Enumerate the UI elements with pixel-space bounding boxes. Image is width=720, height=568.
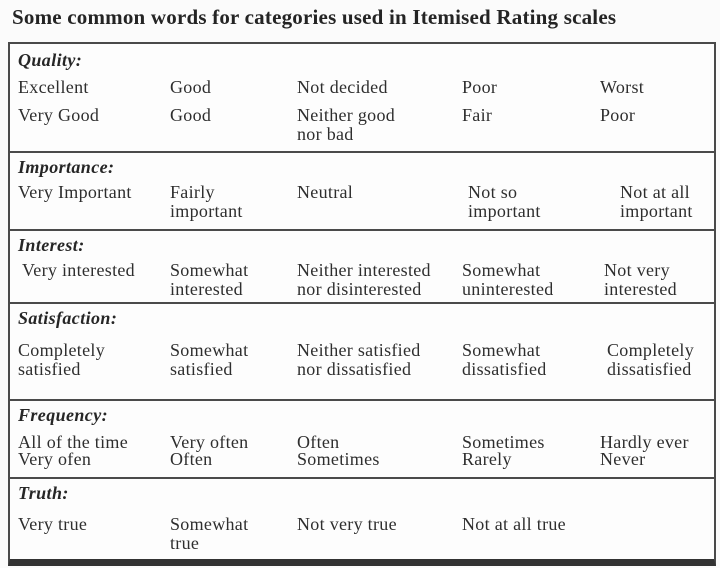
section-label-interest: Interest: (18, 235, 85, 255)
section-label-frequency: Frequency: (18, 405, 108, 425)
table-row: Excellent Good Not decided Poor Worst (18, 78, 710, 97)
scale-word-cell: Not at all true (462, 514, 566, 534)
scale-word-cell: Good (170, 77, 212, 97)
section-truth: Truth: Very true Somewhat true Not very … (10, 477, 714, 559)
scale-word-cell: Very Good (18, 105, 100, 125)
scale-word-cell: Rarely (462, 449, 512, 469)
page-title: Some common words for categories used in… (12, 5, 617, 29)
scale-word-cell: Hardly ever (600, 432, 689, 452)
scale-word-cell: Somewhat dissatisfied (462, 340, 547, 379)
scale-word-cell: Not very interested (604, 260, 677, 299)
scale-word-cell: Sometimes (462, 432, 545, 452)
scale-word-cell: Neither satisfied nor dissatisfied (297, 340, 421, 379)
section-frequency: Frequency: All of the time Very often Of… (10, 399, 714, 477)
scale-word-cell: All of the time (18, 432, 128, 452)
scale-word-cell: Somewhat interested (170, 260, 249, 299)
scale-word-cell: Very true (18, 514, 88, 534)
scale-word-cell: Worst (600, 77, 645, 97)
scale-word-cell: Fair (462, 105, 493, 125)
scale-word-cell: Sometimes (297, 449, 380, 469)
section-label-importance: Importance: (18, 157, 115, 177)
table-row: Completely satisfied Somewhat satisfied … (18, 341, 710, 379)
scale-word-cell: Neither interested nor disinterested (297, 260, 431, 299)
scale-word-cell: Very Important (18, 182, 132, 202)
scale-word-cell: Poor (600, 105, 636, 125)
scale-word-cell: Very often (170, 432, 249, 452)
scale-word-cell (600, 515, 710, 553)
table-row: Very interested Somewhat interested Neit… (18, 261, 710, 299)
scale-word-cell: Fairly important (170, 182, 243, 221)
scale-word-cell: Not so important (468, 182, 541, 221)
section-label-satisfaction: Satisfaction: (18, 308, 118, 328)
section-satisfaction: Satisfaction: Completely satisfied Somew… (10, 302, 714, 399)
scale-word-cell: Somewhat satisfied (170, 340, 249, 379)
scale-word-cell: Neither good nor bad (297, 105, 396, 144)
scale-word-cell: Very ofen (18, 449, 92, 469)
scale-word-cell: Somewhat uninterested (462, 260, 554, 299)
section-importance: Importance: Very Important Fairly import… (10, 151, 714, 229)
table-row: Very Important Fairly important Neutral … (18, 183, 710, 221)
scale-word-cell: Neutral (297, 182, 354, 202)
section-label-quality: Quality: (18, 50, 83, 70)
table-row: Very true Somewhat true Not very true No… (18, 515, 710, 553)
scale-word-cell: Excellent (18, 77, 89, 97)
table-row: Very ofen Often Sometimes Rarely Never (18, 449, 710, 469)
scale-word-cell: Poor (462, 77, 498, 97)
rating-scales-table: Quality: Excellent Good Not decided Poor… (8, 42, 716, 566)
scale-word-cell: Not very true (297, 514, 397, 534)
scale-word-cell: Not at all important (620, 182, 693, 221)
section-quality: Quality: Excellent Good Not decided Poor… (10, 44, 714, 151)
scale-word-cell: Completely satisfied (18, 340, 105, 379)
table-row: All of the time Very often Often Sometim… (18, 432, 710, 452)
scale-word-cell: Somewhat true (170, 514, 249, 553)
scale-word-cell: Not decided (297, 77, 388, 97)
scale-word-cell: Good (170, 105, 212, 125)
scale-word-cell: Very interested (22, 260, 135, 280)
scale-word-cell: Often (297, 432, 340, 452)
section-label-truth: Truth: (18, 483, 69, 503)
section-interest: Interest: Very interested Somewhat inter… (10, 229, 714, 302)
table-row: Very Good Good Neither good nor bad Fair… (18, 106, 710, 144)
scale-word-cell: Completely dissatisfied (607, 340, 694, 379)
scale-word-cell: Often (170, 449, 213, 469)
scale-word-cell: Never (600, 449, 646, 469)
